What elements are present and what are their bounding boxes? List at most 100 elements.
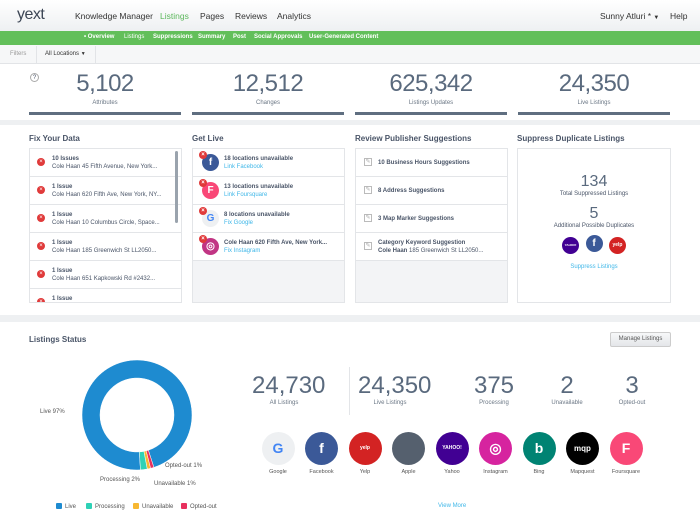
subnav-listings[interactable]: Listings (124, 34, 145, 40)
count-value: 24,730 (252, 372, 326, 399)
instagram-icon: ◎ (479, 432, 512, 465)
legend-opted-out[interactable]: Opted-out (181, 503, 217, 510)
issue-item[interactable]: × 1 Issue Cole Haan 10 Columbus Circle, Sp… (30, 205, 181, 233)
location-filter[interactable]: All Locations ▼ (36, 46, 96, 64)
suggestion-item[interactable]: ✎ 10 Business Hours Suggestions (356, 149, 507, 177)
user-menu[interactable]: Sunny Atluri * ▼ (600, 11, 659, 21)
scrollbar[interactable] (175, 151, 178, 223)
issue-item[interactable]: × 10 Issues Cole Haan 45 Fifth Avenue, New… (30, 149, 181, 177)
issue-item[interactable]: × 1 Issue (30, 289, 181, 302)
legend-processing[interactable]: Processing (86, 503, 125, 510)
nav-analytics[interactable]: Analytics (277, 11, 312, 21)
yext-logo[interactable]: yext (17, 6, 45, 23)
apple-icon (392, 432, 425, 465)
count-value: 3 (625, 372, 639, 399)
yelp-icon[interactable]: yelp (608, 237, 626, 254)
unavailable-text: 18 locations unavailable (224, 156, 294, 162)
nav-pages[interactable]: Pages (200, 11, 225, 21)
stat-bar (355, 112, 507, 115)
instagram-icon: ◎ × (199, 235, 219, 255)
legend-unavailable[interactable]: Unavailable (133, 503, 173, 510)
subnav-suppressions[interactable]: Suppressions (153, 34, 193, 40)
facebook-icon: f (305, 432, 338, 465)
facebook-icon[interactable]: f (585, 235, 603, 252)
duplicates-value: 5 (589, 205, 599, 222)
filters-label: Filters (10, 51, 27, 57)
listings-status-title: Listings Status (29, 335, 87, 344)
stat-value: 625,342 (389, 70, 473, 97)
subnav-ugc[interactable]: User-Generated Content (309, 34, 379, 40)
suppress-listings-link[interactable]: Suppress Listings (570, 264, 618, 270)
suggestion-item[interactable]: ✎ Category Keyword Suggestion Cole Haan 18… (356, 233, 507, 261)
publisher-name: Bing (533, 469, 545, 475)
nav-listings[interactable]: Listings (160, 11, 189, 21)
issue-location: Cole Haan 45 Fifth Avenue, New York... (52, 164, 158, 170)
subnav-social-approvals[interactable]: Social Approvals (254, 34, 303, 40)
total-suppressed-value: 134 (580, 173, 608, 190)
slice-processing[interactable] (139, 451, 148, 471)
get-live-list: f × 18 locations unavailable Link Facebook F… (192, 148, 345, 303)
location-value: All Locations (45, 51, 80, 57)
publisher-bing[interactable]: b Bing (519, 432, 559, 475)
stat-label: Listings Updates (408, 100, 454, 106)
publisher-instagram[interactable]: ◎ Instagram (476, 432, 516, 475)
foursquare-icon: F (609, 432, 643, 465)
facebook-icon: f × (199, 151, 219, 171)
issue-count: 1 Issue (52, 184, 73, 190)
subnav-overview[interactable]: • Overview (84, 34, 115, 40)
yahoo-icon[interactable]: YAHOO! (562, 237, 580, 254)
publisher-name: Apple (401, 469, 416, 475)
unavailable-text: 13 locations unavailable (224, 184, 294, 190)
nav-knowledge-manager[interactable]: Knowledge Manager (75, 11, 153, 21)
publisher-yahoo[interactable]: YAHOO! Yahoo (432, 432, 472, 475)
issue-item[interactable]: × 1 Issue Cole Haan 651 Kapkowski Rd #2432… (30, 261, 181, 289)
publisher-google[interactable]: G Google (258, 432, 298, 475)
nav-reviews[interactable]: Reviews (235, 11, 268, 21)
get-live-item[interactable]: F × 13 locations unavailable Link Foursquar… (193, 177, 344, 205)
publisher-yelp[interactable]: yelp Yelp (345, 432, 385, 475)
get-live-title: Get Live (192, 134, 224, 143)
issue-item[interactable]: × 1 Issue Cole Haan 620 Fifth Ave, New Yor… (30, 177, 181, 205)
count-all-listings: 24,730 All Listings (252, 372, 326, 406)
fix-link[interactable]: Fix Instagram (224, 248, 261, 254)
checkbox-icon (56, 503, 62, 509)
publisher-mapquest[interactable]: mqp Mapquest (563, 432, 603, 475)
count-label: Processing (479, 400, 509, 406)
legend-live[interactable]: Live (56, 503, 76, 510)
divider (0, 120, 700, 125)
stat-value: 12,512 (232, 70, 304, 97)
subnav-summary[interactable]: Summary (198, 34, 226, 40)
slice-live[interactable] (81, 359, 193, 471)
yahoo-icon: YAHOO! (435, 432, 469, 465)
manage-listings-button[interactable]: Manage Listings (610, 332, 671, 347)
fix-link[interactable]: Fix Google (224, 220, 254, 226)
help-link[interactable]: Help (670, 11, 688, 21)
publisher-foursquare[interactable]: F Foursquare (606, 432, 646, 475)
edit-icon: ✎ (364, 214, 372, 222)
issue-item[interactable]: × 1 Issue Cole Haan 185 Greenwich St LL205… (30, 233, 181, 261)
subnav-post[interactable]: Post (233, 34, 247, 40)
stat-bar (192, 112, 344, 115)
issue-count: 1 Issue (52, 268, 73, 274)
publisher-apple[interactable]: Apple (389, 432, 429, 475)
suggestion-item[interactable]: ✎ 8 Address Suggestions (356, 177, 507, 205)
fix-link[interactable]: Link Foursquare (224, 192, 268, 198)
count-value: 375 (473, 372, 515, 399)
get-live-item[interactable]: G × 8 locations unavailable Fix Google (193, 205, 344, 233)
publisher-name: Google (269, 469, 287, 475)
suggestion-label: 8 Address Suggestions (378, 188, 445, 194)
get-live-item[interactable]: ◎ × Cole Haan 620 Fifth Ave, New York... Fi… (193, 233, 344, 261)
label-unavailable: Unavailable 1% (154, 481, 196, 487)
edit-icon: ✎ (364, 242, 372, 250)
publisher-name: Yahoo (444, 469, 460, 475)
publisher-facebook[interactable]: f Facebook (302, 432, 342, 475)
view-more-link[interactable]: View More (438, 503, 467, 509)
publisher-name: Instagram (483, 469, 508, 475)
suggestion-item[interactable]: ✎ 3 Map Marker Suggestions (356, 205, 507, 233)
get-live-item[interactable]: f × 18 locations unavailable Link Facebook (193, 149, 344, 177)
fix-link[interactable]: Link Facebook (224, 164, 264, 170)
help-icon[interactable]: ? (30, 73, 39, 82)
label-opted-out: Opted-out 1% (165, 463, 203, 469)
yelp-icon: yelp (348, 432, 382, 465)
issue-count: 10 Issues (52, 156, 80, 162)
